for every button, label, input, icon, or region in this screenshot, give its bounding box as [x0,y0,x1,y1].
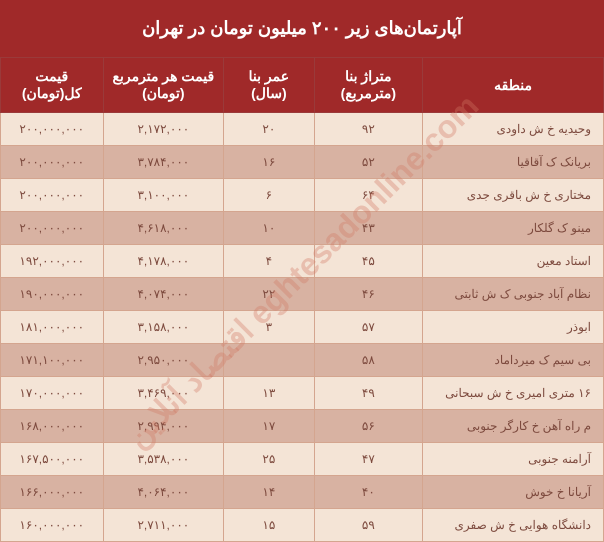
col-header-age: عمر بنا (سال) [224,58,314,113]
cell-price_sqm: ۴,۱۷۸,۰۰۰ [103,245,224,278]
table-row: ابوذر۵۷۳۳,۱۵۸,۰۰۰۱۸۱,۰۰۰,۰۰۰ [1,311,604,344]
cell-age: ۶ [224,179,314,212]
cell-area: ۹۲ [314,113,423,146]
table-row: دانشگاه هوایی خ ش صفری۵۹۱۵۲,۷۱۱,۰۰۰۱۶۰,۰… [1,509,604,542]
cell-total: ۱۶۰,۰۰۰,۰۰۰ [1,509,104,542]
table-title: آپارتمان‌های زیر ۲۰۰ میلیون تومان در تهر… [0,0,604,57]
cell-price_sqm: ۳,۱۵۸,۰۰۰ [103,311,224,344]
cell-area: ۶۴ [314,179,423,212]
cell-area: ۵۷ [314,311,423,344]
cell-total: ۱۷۰,۰۰۰,۰۰۰ [1,377,104,410]
table-row: م راه آهن خ کارگر جنوبی۵۶۱۷۲,۹۹۴,۰۰۰۱۶۸,… [1,410,604,443]
cell-age: ۱۳ [224,377,314,410]
cell-price_sqm: ۲,۹۹۴,۰۰۰ [103,410,224,443]
cell-price_sqm: ۴,۶۱۸,۰۰۰ [103,212,224,245]
cell-area: ۵۹ [314,509,423,542]
cell-region: استاد معین [423,245,604,278]
cell-age [224,344,314,377]
cell-area: ۴۳ [314,212,423,245]
col-header-area: متراژ بنا (مترمربع) [314,58,423,113]
cell-age: ۱۶ [224,146,314,179]
cell-total: ۱۶۸,۰۰۰,۰۰۰ [1,410,104,443]
cell-total: ۱۹۲,۰۰۰,۰۰۰ [1,245,104,278]
col-header-total: قیمت کل(تومان) [1,58,104,113]
cell-area: ۴۵ [314,245,423,278]
cell-area: ۵۲ [314,146,423,179]
col-header-region: منطقه [423,58,604,113]
cell-region: بریانک ک آقاقیا [423,146,604,179]
cell-price_sqm: ۳,۴۶۹,۰۰۰ [103,377,224,410]
cell-region: ۱۶ متری امیری خ ش سبحانی [423,377,604,410]
cell-total: ۱۷۱,۱۰۰,۰۰۰ [1,344,104,377]
cell-region: م راه آهن خ کارگر جنوبی [423,410,604,443]
cell-area: ۴۹ [314,377,423,410]
apartment-table: منطقه متراژ بنا (مترمربع) عمر بنا (سال) … [0,57,604,542]
apartment-table-container: آپارتمان‌های زیر ۲۰۰ میلیون تومان در تهر… [0,0,604,542]
cell-age: ۱۰ [224,212,314,245]
cell-price_sqm: ۳,۱۰۰,۰۰۰ [103,179,224,212]
col-header-price-sqm: قیمت هر مترمربع (تومان) [103,58,224,113]
cell-total: ۱۹۰,۰۰۰,۰۰۰ [1,278,104,311]
table-row: نظام آباد جنوبی ک ش ثابتی۴۶۲۲۴,۰۷۴,۰۰۰۱۹… [1,278,604,311]
cell-price_sqm: ۳,۵۳۸,۰۰۰ [103,443,224,476]
cell-area: ۵۶ [314,410,423,443]
cell-price_sqm: ۳,۷۸۴,۰۰۰ [103,146,224,179]
cell-region: وحیدیه خ ش داودی [423,113,604,146]
cell-region: آرامنه جنوبی [423,443,604,476]
header-row: منطقه متراژ بنا (مترمربع) عمر بنا (سال) … [1,58,604,113]
cell-age: ۱۵ [224,509,314,542]
cell-price_sqm: ۲,۹۵۰,۰۰۰ [103,344,224,377]
cell-age: ۱۷ [224,410,314,443]
table-row: آرامنه جنوبی۴۷۲۵۳,۵۳۸,۰۰۰۱۶۷,۵۰۰,۰۰۰ [1,443,604,476]
table-row: بی سیم ک میرداماد۵۸ ۲,۹۵۰,۰۰۰۱۷۱,۱۰۰,۰۰۰ [1,344,604,377]
cell-total: ۲۰۰,۰۰۰,۰۰۰ [1,113,104,146]
cell-area: ۵۸ [314,344,423,377]
cell-age: ۴ [224,245,314,278]
cell-price_sqm: ۴,۰۷۴,۰۰۰ [103,278,224,311]
cell-total: ۱۶۷,۵۰۰,۰۰۰ [1,443,104,476]
table-row: استاد معین۴۵۴۴,۱۷۸,۰۰۰۱۹۲,۰۰۰,۰۰۰ [1,245,604,278]
cell-total: ۲۰۰,۰۰۰,۰۰۰ [1,179,104,212]
table-row: وحیدیه خ ش داودی۹۲۲۰۲,۱۷۲,۰۰۰۲۰۰,۰۰۰,۰۰۰ [1,113,604,146]
table-row: بریانک ک آقاقیا۵۲۱۶۳,۷۸۴,۰۰۰۲۰۰,۰۰۰,۰۰۰ [1,146,604,179]
cell-age: ۲۰ [224,113,314,146]
table-row: مختاری خ ش باقری جدی۶۴۶۳,۱۰۰,۰۰۰۲۰۰,۰۰۰,… [1,179,604,212]
cell-total: ۱۸۱,۰۰۰,۰۰۰ [1,311,104,344]
cell-age: ۳ [224,311,314,344]
cell-price_sqm: ۲,۱۷۲,۰۰۰ [103,113,224,146]
cell-region: ابوذر [423,311,604,344]
cell-area: ۴۷ [314,443,423,476]
table-row: ۱۶ متری امیری خ ش سبحانی۴۹۱۳۳,۴۶۹,۰۰۰۱۷۰… [1,377,604,410]
cell-region: مینو ک گلکار [423,212,604,245]
cell-age: ۲۵ [224,443,314,476]
cell-area: ۴۶ [314,278,423,311]
cell-region: نظام آباد جنوبی ک ش ثابتی [423,278,604,311]
cell-region: مختاری خ ش باقری جدی [423,179,604,212]
cell-region: دانشگاه هوایی خ ش صفری [423,509,604,542]
cell-price_sqm: ۲,۷۱۱,۰۰۰ [103,509,224,542]
cell-total: ۲۰۰,۰۰۰,۰۰۰ [1,212,104,245]
cell-total: ۲۰۰,۰۰۰,۰۰۰ [1,146,104,179]
cell-age: ۲۲ [224,278,314,311]
cell-region: بی سیم ک میرداماد [423,344,604,377]
table-row: مینو ک گلکار۴۳۱۰۴,۶۱۸,۰۰۰۲۰۰,۰۰۰,۰۰۰ [1,212,604,245]
